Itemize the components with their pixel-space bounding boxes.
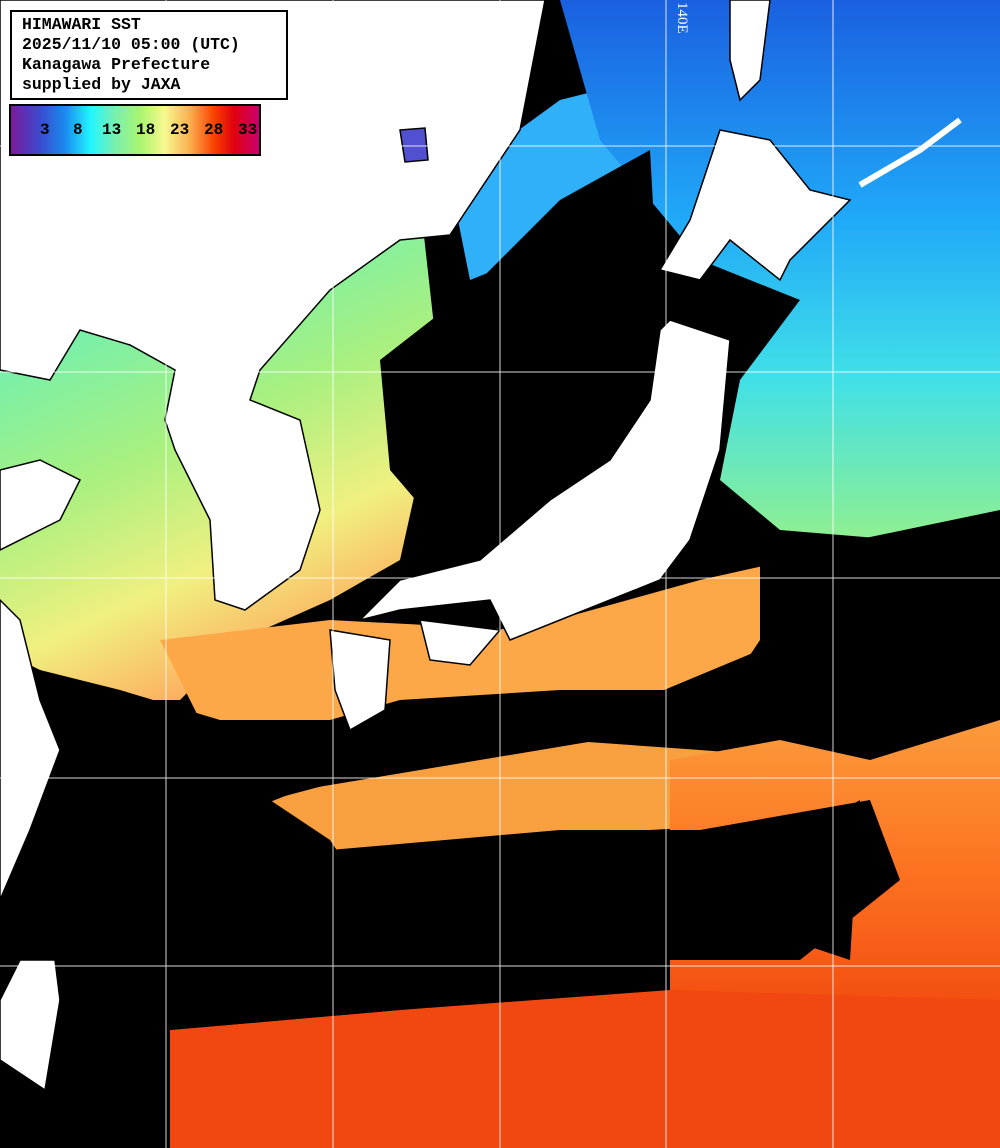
color-scale-bar: 3 8 13 18 23 28 33 bbox=[9, 104, 261, 156]
scale-tick: 28 bbox=[204, 121, 224, 139]
land-sakhalin bbox=[729, 0, 771, 102]
lon-label-140e: 140E bbox=[674, 2, 690, 34]
cloud-layer bbox=[0, 150, 1000, 1040]
lat-label-30n: 30N bbox=[12, 759, 38, 775]
land-kurils bbox=[858, 117, 962, 188]
land-kyushu bbox=[329, 629, 391, 732]
scale-tick: 13 bbox=[102, 121, 122, 139]
scale-tick: 23 bbox=[170, 121, 190, 139]
lat-label-40n: 40N bbox=[12, 353, 38, 369]
observation-datetime: 2025/11/10 05:00 (UTC) bbox=[22, 35, 240, 54]
region-name: Kanagawa Prefecture bbox=[22, 55, 211, 74]
land-shandong bbox=[0, 459, 82, 551]
info-box: HIMAWARI SST 2025/11/10 05:00 (UTC) Kana… bbox=[10, 10, 288, 100]
land-china-coast bbox=[0, 598, 61, 901]
cloud-southeast-patch bbox=[760, 800, 860, 960]
cloud-central bbox=[380, 150, 660, 560]
sst-south bbox=[170, 990, 1000, 1148]
scale-tick: 8 bbox=[73, 121, 83, 139]
product-title: HIMAWARI SST bbox=[22, 15, 141, 34]
scale-tick: 18 bbox=[136, 121, 156, 139]
land-honshu bbox=[357, 319, 731, 641]
land-shikoku bbox=[419, 619, 502, 666]
land-taiwan bbox=[0, 959, 61, 1092]
scale-tick: 3 bbox=[40, 121, 50, 139]
cloud-south-central bbox=[0, 800, 900, 1040]
land-hokkaido bbox=[658, 129, 852, 282]
data-credit: supplied by JAXA bbox=[22, 75, 181, 94]
cloud-east bbox=[720, 510, 1000, 760]
scale-tick: 33 bbox=[238, 121, 258, 139]
cloud-southwest bbox=[0, 660, 760, 830]
land-ulleung-small bbox=[399, 127, 429, 163]
